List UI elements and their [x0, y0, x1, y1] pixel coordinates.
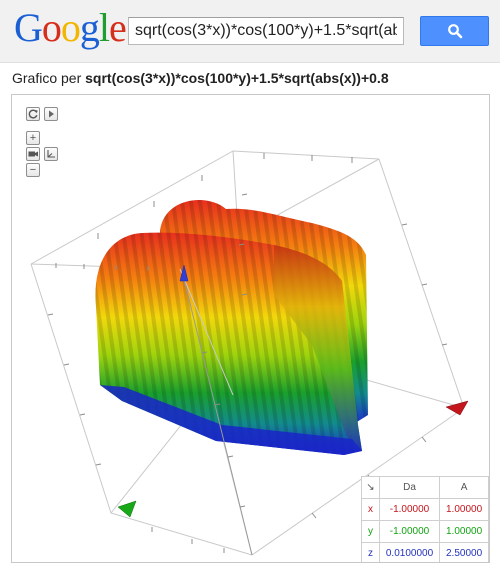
surface-plot[interactable] [12, 95, 490, 563]
logo-letter: g [79, 5, 100, 50]
zoom-in-button[interactable]: + [26, 131, 40, 145]
graph-panel[interactable]: + − ↘ Da A x -1.00000 1.00000 y -1.00000 [11, 94, 490, 563]
surface-side [274, 245, 362, 451]
reset-view-button[interactable] [26, 107, 40, 121]
table-row: z 0.0100000 2.50000 [361, 542, 489, 562]
z-from-input[interactable]: 0.0100000 [378, 542, 441, 562]
range-col-to: A [439, 476, 489, 499]
graph-title: Grafico per sqrt(cos(3*x))*cos(100*y)+1.… [12, 70, 492, 86]
search-button[interactable] [420, 16, 489, 46]
y-axis-arrow [117, 500, 137, 518]
surface-bottom-fringe [100, 385, 362, 455]
google-logo[interactable]: Google [14, 5, 127, 50]
range-col-from: Da [378, 476, 441, 499]
axes-icon [47, 150, 55, 158]
axes-button[interactable] [44, 147, 58, 161]
axis-label-z: z [361, 542, 380, 562]
logo-letter: G [14, 5, 43, 50]
graph-title-prefix: Grafico per [12, 70, 86, 86]
y-from-input[interactable]: -1.00000 [378, 520, 441, 543]
table-row: x -1.00000 1.00000 [361, 498, 489, 521]
logo-letter: l [98, 5, 110, 50]
zoom-in-label: + [29, 132, 37, 144]
search-input[interactable] [128, 17, 404, 45]
range-table-corner-icon[interactable]: ↘ [361, 476, 380, 499]
zoom-out-label: − [29, 164, 37, 176]
graph-title-formula: sqrt(cos(3*x))*cos(100*y)+1.5*sqrt(abs(x… [85, 70, 389, 86]
logo-letter: o [41, 5, 62, 50]
refresh-icon [28, 109, 38, 119]
zoom-out-button[interactable]: − [26, 163, 40, 177]
z-to-input[interactable]: 2.50000 [439, 542, 489, 562]
play-icon [49, 110, 54, 118]
x-to-input[interactable]: 1.00000 [439, 498, 489, 521]
camera-icon [28, 151, 38, 157]
axis-range-table: ↘ Da A x -1.00000 1.00000 y -1.00000 1.0… [361, 476, 489, 562]
search-header: Google [0, 0, 500, 63]
z-axis-arrow [179, 264, 189, 282]
x-from-input[interactable]: -1.00000 [378, 498, 441, 521]
animate-button[interactable] [44, 107, 58, 121]
y-to-input[interactable]: 1.00000 [439, 520, 489, 543]
logo-letter: e [109, 5, 127, 50]
logo-letter: o [60, 5, 81, 50]
x-axis-arrow [445, 400, 469, 416]
search-icon [447, 24, 462, 39]
axis-label-x: x [361, 498, 380, 521]
axis-ticks [47, 153, 448, 553]
axis-label-y: y [361, 520, 380, 543]
table-row: y -1.00000 1.00000 [361, 520, 489, 543]
z-axis-line [183, 278, 253, 556]
camera-button[interactable] [26, 147, 40, 161]
